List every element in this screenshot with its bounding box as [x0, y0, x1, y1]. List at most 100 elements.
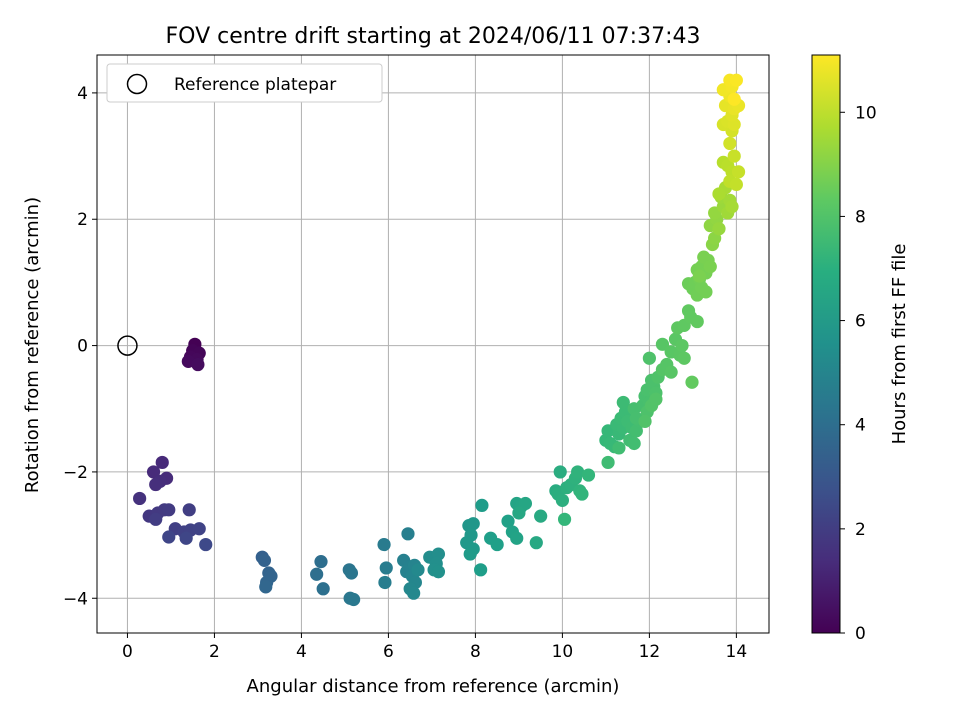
data-point — [377, 537, 391, 552]
y-tick-label: 4 — [77, 84, 88, 104]
legend: Reference platepar — [106, 63, 383, 103]
x-tick-label: 4 — [296, 642, 307, 662]
y-tick-label: −4 — [63, 589, 88, 609]
data-point — [162, 503, 176, 517]
colorbar-tick-label: 8 — [855, 207, 866, 227]
data-point — [179, 531, 193, 545]
data-point — [675, 338, 689, 353]
data-point — [344, 566, 359, 580]
x-tick-label: 8 — [470, 642, 481, 662]
data-point — [149, 477, 163, 492]
x-tick-label: 12 — [639, 642, 661, 662]
data-point — [685, 375, 699, 389]
x-tick-label: 6 — [383, 642, 394, 662]
data-point — [407, 586, 421, 600]
data-point — [581, 468, 596, 482]
data-point — [677, 351, 691, 365]
reference-point — [117, 335, 138, 356]
data-point — [712, 187, 726, 201]
data-point — [475, 498, 489, 512]
data-point — [490, 537, 504, 552]
data-point — [690, 314, 704, 329]
data-point — [729, 73, 743, 87]
data-point — [571, 465, 585, 479]
data-point — [638, 414, 652, 428]
colorbar-ticks: 0 2 4 6 8 10 — [840, 103, 877, 644]
x-tick-label: 2 — [209, 642, 220, 662]
data-point — [703, 260, 717, 274]
data-point — [723, 136, 737, 151]
y-tick-label: 2 — [77, 210, 88, 230]
y-axis-label: Rotation from reference (arcmin) — [22, 197, 43, 493]
data-point — [655, 337, 670, 351]
data-point — [601, 455, 615, 470]
data-point — [534, 509, 548, 523]
data-point — [149, 512, 163, 526]
data-point — [192, 522, 206, 536]
data-point — [411, 563, 425, 577]
data-point — [627, 436, 641, 451]
data-point — [316, 582, 330, 596]
data-point — [347, 592, 361, 607]
y-axis-ticks: −4 −2 0 2 4 — [63, 84, 97, 609]
scatter-points — [133, 73, 746, 607]
data-point — [649, 392, 663, 406]
data-point — [557, 512, 572, 526]
data-point — [697, 250, 711, 264]
data-point — [501, 514, 515, 528]
data-point — [257, 553, 272, 567]
colorbar-tick-label: 10 — [855, 103, 877, 123]
data-point — [379, 561, 393, 575]
data-point — [463, 547, 477, 561]
data-point — [133, 491, 147, 506]
data-point — [553, 465, 567, 479]
data-point — [725, 200, 739, 214]
x-tick-label: 14 — [726, 642, 748, 662]
x-axis-ticks: 0 2 4 6 8 10 12 14 — [122, 633, 747, 662]
plot-frame — [96, 54, 770, 634]
legend-box — [106, 63, 383, 103]
data-point — [162, 530, 176, 544]
data-point — [155, 455, 169, 470]
data-point — [518, 496, 533, 511]
data-point — [146, 465, 161, 479]
data-point — [466, 517, 480, 531]
data-point — [401, 527, 415, 541]
x-axis-label: Angular distance from reference (arcmin) — [247, 676, 620, 697]
data-point — [310, 567, 324, 581]
data-point — [378, 575, 392, 590]
legend-marker — [126, 73, 148, 95]
data-point — [699, 285, 713, 299]
data-point — [191, 357, 205, 372]
data-point — [199, 537, 213, 552]
data-point — [612, 441, 626, 455]
data-point — [510, 531, 524, 545]
x-tick-label: 0 — [122, 642, 133, 662]
data-point — [529, 536, 543, 550]
colorbar — [811, 54, 841, 634]
data-point — [642, 351, 656, 365]
data-point — [616, 395, 630, 410]
data-point — [664, 365, 678, 379]
data-point — [555, 493, 569, 507]
data-point — [512, 506, 526, 520]
y-tick-label: 0 — [77, 337, 88, 357]
colorbar-label: Hours from first FF file — [889, 244, 910, 445]
colorbar-tick-label: 6 — [855, 312, 866, 332]
data-point — [314, 555, 328, 569]
data-point — [474, 563, 488, 577]
grid-lines — [97, 55, 769, 633]
data-point — [431, 565, 446, 579]
data-point — [575, 487, 589, 501]
data-point — [712, 222, 726, 236]
colorbar-tick-label: 0 — [855, 624, 866, 644]
colorbar-tick-label: 2 — [855, 520, 866, 540]
data-point — [731, 165, 746, 179]
x-tick-label: 10 — [552, 642, 574, 662]
colorbar-tick-label: 4 — [855, 416, 866, 436]
legend-label: Reference platepar — [174, 75, 336, 95]
data-point — [729, 177, 743, 192]
data-point — [182, 503, 196, 517]
data-point — [259, 580, 273, 594]
